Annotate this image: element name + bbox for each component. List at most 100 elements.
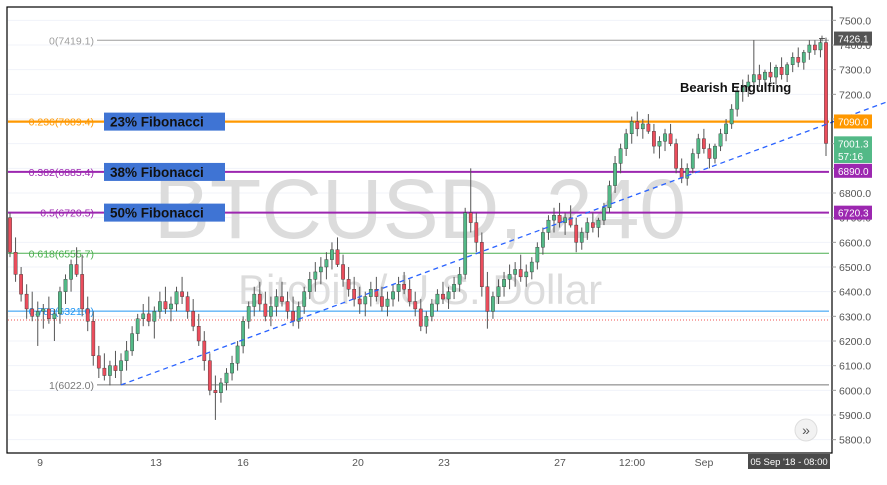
candle-body [202, 340, 207, 361]
candle-body [113, 365, 118, 371]
candle-body [91, 321, 96, 356]
candle-body [213, 390, 218, 394]
time-tick-label: 16 [237, 457, 249, 469]
candle-body [152, 311, 157, 322]
time-tick-label: 23 [438, 457, 450, 469]
price-tick-label: 5800.0 [839, 435, 871, 447]
annotation-layer: Bearish Engulfing [680, 80, 791, 95]
time-crosshair-label: 05 Sep '18 - 08:00 [750, 457, 827, 468]
price-tick-label: 7300.0 [839, 65, 871, 77]
price-tick-label: 7200.0 [839, 89, 871, 101]
candle-body [457, 274, 462, 285]
candle-body [491, 296, 495, 312]
watermark-symbol: BTCUSD, 240 [154, 162, 686, 256]
candle-body [640, 123, 645, 130]
price-tag-text: 6890.0 [838, 167, 869, 178]
candle-body [629, 121, 634, 135]
candles-layer [8, 37, 828, 420]
candle-body [219, 382, 223, 393]
candle-body [391, 291, 395, 300]
candle-body [296, 306, 301, 322]
candle-body [785, 64, 790, 75]
scroll-to-realtime-button[interactable]: » [794, 418, 818, 442]
candle-body [158, 301, 162, 312]
fib-callout-text: 50% Fibonacci [110, 206, 204, 221]
candle-body [385, 298, 390, 307]
candle-body [52, 313, 57, 320]
candle-body [602, 207, 606, 221]
candle-body [513, 269, 518, 275]
time-tick-label: 12:00 [619, 457, 645, 469]
candle-body [318, 266, 323, 273]
candle-body [774, 66, 778, 78]
candle-body [552, 214, 556, 221]
candle-body [85, 308, 90, 322]
candle-body [96, 355, 101, 369]
candle-body [468, 212, 473, 223]
candle-body [341, 264, 345, 280]
trendline-layer[interactable] [120, 40, 887, 386]
candle-body [718, 133, 723, 147]
candle-body [274, 296, 279, 307]
candle-body [624, 133, 629, 149]
candle-body [735, 91, 740, 110]
trendline[interactable] [120, 40, 887, 386]
price-tick-label: 7500.0 [839, 15, 871, 27]
candle-body [529, 261, 534, 273]
fib-label-0.618: 0.618(6555.7) [29, 248, 94, 260]
price-tag-box [834, 205, 872, 220]
candle-body [751, 74, 756, 83]
price-axis[interactable]: 7500.07400.07300.07200.07100.07000.06900… [818, 8, 872, 452]
fib-callouts-layer: 23% Fibonacci 38% Fibonacci 50% Fibonacci [104, 112, 225, 222]
candle-body [363, 296, 368, 305]
time-tick-label: 13 [150, 457, 162, 469]
candle-body [146, 313, 151, 322]
candle-body [135, 318, 140, 334]
candle-body [474, 222, 479, 243]
scroll-button-bg[interactable] [794, 418, 818, 442]
candle-body [180, 291, 184, 297]
candle-body [330, 249, 334, 260]
fib-callout-box [104, 203, 225, 222]
candle-body [435, 293, 440, 305]
candle-body [46, 308, 51, 319]
price-tick-label: 6300.0 [839, 311, 871, 323]
candle-body [30, 308, 35, 317]
candle-body [646, 123, 651, 132]
price-tick-label: 6800.0 [839, 188, 871, 200]
candle-body [541, 232, 545, 248]
candle-body [690, 153, 695, 169]
candle-body [346, 279, 351, 290]
candle-body [768, 71, 773, 78]
candle-body [230, 363, 234, 374]
candle-body [613, 163, 617, 186]
candle-body [579, 232, 584, 243]
candle-body [535, 247, 540, 263]
time-axis[interactable]: 9 13 16 20 23 27 12:00 Sep 05 Sep '18 - 08:00 [8, 452, 831, 469]
candle-body [224, 372, 229, 384]
price-tag-text: 7001.3 [838, 139, 869, 150]
double-chevron-right-icon: » [802, 422, 810, 438]
price-tag-box [834, 31, 872, 46]
candle-body [668, 133, 673, 144]
candle-body [41, 308, 46, 312]
candle-body [702, 138, 706, 149]
candle-body [496, 286, 501, 297]
candle-body [441, 293, 445, 300]
price-tag-box [834, 163, 872, 178]
candle-body [163, 301, 168, 310]
candle-body [357, 298, 362, 305]
candle-body [674, 143, 678, 169]
candle-body [446, 291, 451, 300]
candle-body [257, 293, 262, 305]
candle-body [124, 350, 129, 361]
candle-body [430, 303, 434, 317]
candle-body [818, 42, 823, 51]
candle-body [108, 365, 112, 376]
candle-body [713, 145, 717, 159]
candle-body [790, 57, 795, 65]
candle-body [246, 306, 251, 322]
candle-body [518, 269, 523, 278]
candle-body [452, 284, 456, 292]
price-tag-box [834, 114, 872, 129]
